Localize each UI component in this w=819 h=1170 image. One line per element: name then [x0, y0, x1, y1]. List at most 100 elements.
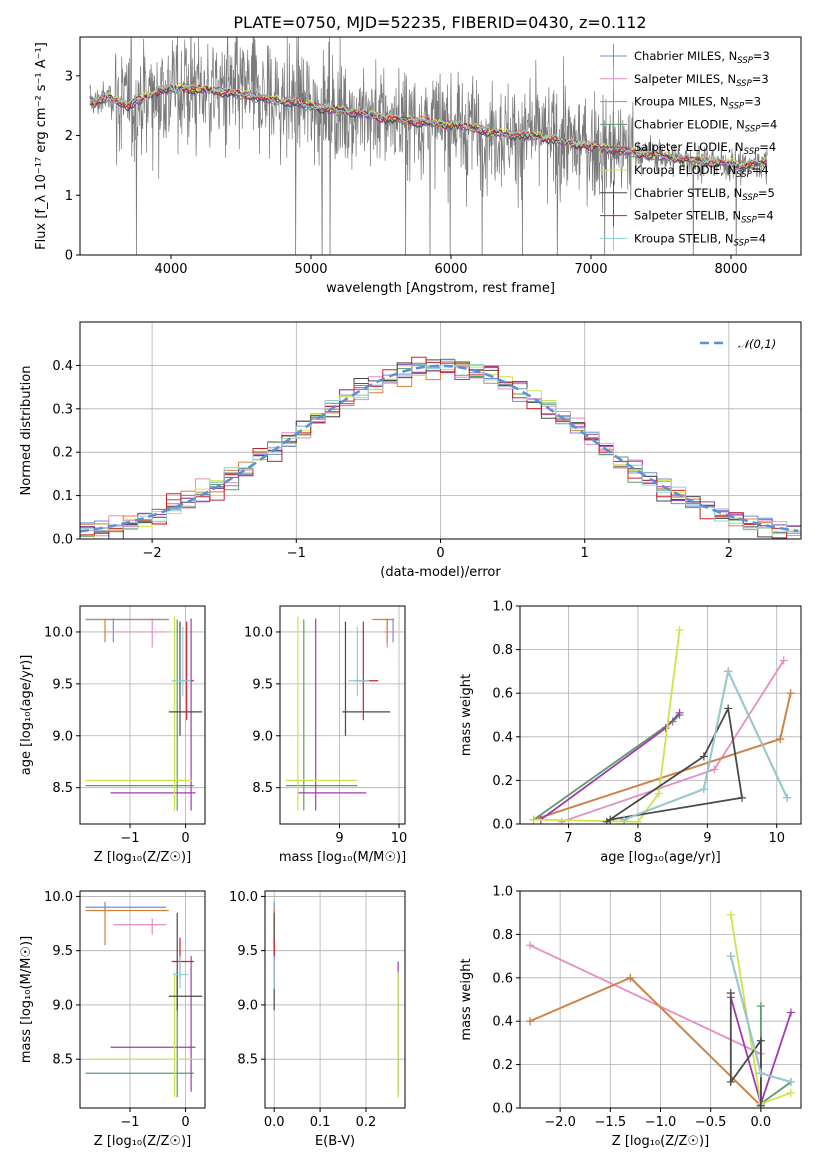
plot-area-age_vs_Z — [85, 616, 203, 811]
x-tick-label: 0.0 — [751, 1115, 772, 1130]
weight-marker — [626, 973, 635, 982]
y-tick-label: 10.0 — [244, 625, 273, 640]
x-axis-label: age [log₁₀(age/yr)] — [600, 850, 721, 865]
y-tick-label: 9.5 — [52, 944, 73, 959]
data-point — [384, 618, 397, 648]
y-tick-label: 8.5 — [252, 781, 273, 796]
legend-entry: Chabrier ELODIE, NSSP=4 — [600, 112, 777, 137]
plot-area-spectrum — [89, 37, 768, 255]
y-axis-label: Normed distribution — [19, 366, 34, 496]
weight-marker — [699, 752, 708, 761]
y-tick-label: 0.2 — [52, 446, 73, 461]
y-axis-label: mass weight — [459, 958, 474, 1040]
weight-marker — [675, 708, 684, 717]
x-tick-label: 5000 — [294, 262, 327, 277]
y-tick-label: 0.1 — [52, 489, 73, 504]
x-axis-label: wavelength [Angstrom, rest frame] — [326, 281, 555, 296]
normal-curve — [80, 364, 799, 533]
weight-series-line — [533, 714, 681, 821]
y-axis-label: age [log₁₀(age/yr)] — [19, 655, 34, 776]
figure-title: PLATE=0750, MJD=52235, FIBERID=0430, z=0… — [233, 13, 646, 32]
data-point — [85, 619, 194, 811]
legend-label: Salpeter STELIB, NSSP=4 — [634, 209, 774, 226]
x-tick-label: 8 — [634, 831, 642, 846]
legend-label: Kroupa ELODIE, NSSP=4 — [634, 163, 769, 180]
x-tick-label: 9 — [335, 831, 343, 846]
x-tick-label: −1 — [287, 546, 306, 561]
weight-marker — [756, 1002, 765, 1011]
weight-marker — [786, 1008, 795, 1017]
weight-marker — [699, 785, 708, 794]
x-tick-label: 0 — [436, 546, 444, 561]
weight-marker — [654, 789, 663, 798]
legend-entry: Kroupa STELIB, NSSP=4 — [600, 226, 766, 251]
y-tick-label: 1.0 — [492, 885, 513, 900]
x-tick-label: −1 — [120, 1115, 139, 1130]
y-tick-label: 9.5 — [52, 677, 73, 692]
axes-mass_vs_ebv: 0.0 0.1 0.2 8.5 9.0 9.5 10.0 E(B-V) — [229, 890, 406, 1149]
model-spectrum-line — [89, 83, 768, 169]
weight-series-line — [606, 705, 744, 823]
y-tick-label: 10.0 — [44, 625, 73, 640]
weight-marker — [633, 817, 642, 824]
x-axis-label: (data-model)/error — [380, 565, 501, 580]
weight-marker — [756, 1036, 765, 1045]
x-tick-label: −2.0 — [544, 1115, 576, 1130]
legend-entry: Kroupa ELODIE, NSSP=4 — [600, 158, 769, 182]
y-tick-label: 0.0 — [52, 533, 73, 548]
legend-entry: Kroupa MILES, NSSP=3 — [600, 89, 761, 114]
data-point — [342, 621, 391, 736]
x-axis-label: Z [log₁₀(Z/Z☉)] — [612, 1134, 709, 1149]
axes-age_vs_mass: 9 10 8.5 9.0 9.5 10.0 mass [log₁₀(M/M☉)] — [244, 605, 408, 865]
x-tick-label: 6000 — [434, 262, 467, 277]
x-tick-label: 7 — [564, 831, 572, 846]
y-tick-label: 0.2 — [492, 1058, 513, 1073]
legend: 𝒩(0,1) — [700, 337, 776, 351]
y-tick-label: 0.4 — [492, 1015, 513, 1030]
y-tick-label: 9.0 — [52, 998, 73, 1013]
weight-marker — [606, 815, 615, 824]
y-axis-label: Flux [f_λ 10⁻¹⁷ erg cm⁻² s⁻¹ A⁻¹] — [34, 42, 49, 250]
y-tick-label: 9.5 — [237, 944, 258, 959]
y-tick-label: 0.8 — [492, 643, 513, 658]
axes-frame — [79, 605, 206, 825]
y-tick-label: 10.0 — [229, 890, 258, 905]
y-tick-label: 8.5 — [52, 1053, 73, 1068]
y-tick-label: 0.8 — [492, 928, 513, 943]
weight-series-line — [533, 629, 681, 823]
weight-series-line — [529, 944, 762, 1055]
y-tick-label: 0.4 — [492, 730, 513, 745]
x-tick-label: 0.2 — [356, 1115, 377, 1130]
x-tick-label: 10 — [391, 831, 408, 846]
weight-marker — [529, 815, 538, 824]
weight-marker — [661, 724, 670, 733]
y-tick-label: 8.5 — [52, 781, 73, 796]
y-tick-label: 0.4 — [52, 359, 73, 374]
x-tick-label: 0.0 — [264, 1115, 285, 1130]
x-tick-label: 1 — [581, 546, 589, 561]
x-tick-label: 8000 — [714, 262, 747, 277]
legend-entry: Salpeter ELODIE, NSSP=4 — [600, 135, 776, 160]
weight-marker — [756, 1069, 765, 1078]
weight-marker — [675, 625, 684, 634]
weight-series-line — [529, 976, 762, 1107]
legend-label: 𝒩(0,1) — [738, 337, 776, 351]
y-tick-label: 0.6 — [492, 971, 513, 986]
data-point — [171, 626, 192, 697]
x-tick-label: −2 — [143, 546, 162, 561]
weight-marker — [710, 765, 719, 774]
weight-marker — [726, 988, 735, 997]
model-spectrum-line — [89, 84, 767, 168]
x-tick-label: 2 — [725, 546, 733, 561]
y-tick-label: 0.6 — [492, 687, 513, 702]
y-tick-label: 9.0 — [237, 998, 258, 1013]
plot-area-residuals — [80, 356, 801, 539]
y-tick-label: 3 — [65, 69, 73, 84]
weight-series-line — [623, 668, 788, 821]
weight-marker — [526, 941, 535, 950]
x-tick-label: −1.0 — [645, 1115, 677, 1130]
weight-marker — [726, 910, 735, 919]
weight-marker — [726, 952, 735, 961]
weight-marker — [724, 704, 733, 713]
data-point — [113, 918, 167, 935]
